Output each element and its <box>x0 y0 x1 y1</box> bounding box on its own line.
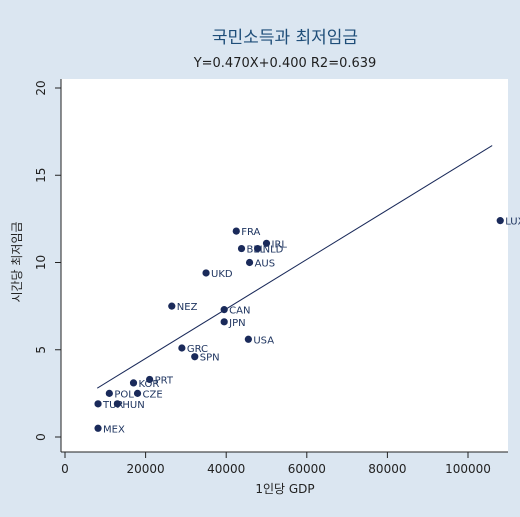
y-tick-label: 5 <box>34 346 48 354</box>
data-point-prt <box>146 375 154 384</box>
y-axis-ticks: 0 5 10 15 20 <box>34 80 61 441</box>
point-label-fra: FRA <box>241 227 260 238</box>
point-label-prt: PRT <box>155 375 174 386</box>
x-tick-label: 40000 <box>207 462 245 476</box>
data-point-lux <box>496 217 504 225</box>
data-point-aus <box>245 258 254 267</box>
point-label-mex: MEX <box>103 424 125 435</box>
chart-title: 국민소득과 최저임금 <box>212 28 358 48</box>
point-label-jpn: JPN <box>228 318 245 329</box>
data-point-kor <box>129 379 138 387</box>
data-point-pol <box>105 389 113 397</box>
data-point-hun <box>113 400 121 408</box>
y-tick-label: 0 <box>34 433 48 441</box>
x-tick-label: 80000 <box>368 462 406 476</box>
point-label-nld: NLD <box>263 245 284 256</box>
x-axis-title: 1인당 GDP <box>255 482 314 496</box>
x-tick-label: 0 <box>61 462 69 476</box>
data-point-mex <box>94 424 102 432</box>
x-axis-ticks: 0 20000 40000 60000 80000 100000 <box>61 452 491 476</box>
x-tick-label: 100000 <box>445 462 491 476</box>
data-point-irl <box>262 239 271 247</box>
x-tick-label: 20000 <box>127 462 165 476</box>
point-label-pol: POL <box>114 389 134 400</box>
data-point-can <box>220 306 228 314</box>
y-tick-label: 20 <box>34 80 48 95</box>
data-point-bel <box>237 244 246 253</box>
point-label-kor: KOR <box>139 379 160 390</box>
point-label-cze: CZE <box>143 389 163 400</box>
data-point-usa <box>244 335 252 343</box>
data-point-fra <box>232 227 240 235</box>
point-label-ukd: UKD <box>211 269 233 280</box>
point-label-grc: GRC <box>187 344 208 355</box>
data-point-jpn <box>220 318 228 326</box>
data-point-cze <box>133 389 142 397</box>
regression-line <box>96 145 493 389</box>
y-axis-title: 시간당 최저임금 <box>10 221 24 302</box>
y-tick-label: 15 <box>34 168 48 183</box>
y-tick-label: 10 <box>34 255 48 270</box>
point-label-tur: TUR <box>102 400 123 411</box>
data-point-nld <box>254 244 262 253</box>
point-label-aus: AUS <box>255 259 276 270</box>
point-label-spn: SPN <box>200 353 220 364</box>
point-label-nez: NEZ <box>177 302 198 313</box>
x-tick-label: 60000 <box>288 462 326 476</box>
point-label-hun: HUN <box>122 400 144 411</box>
point-label-usa: USA <box>253 335 274 346</box>
data-point-grc <box>178 344 186 352</box>
point-label-lux: LUX <box>505 217 520 228</box>
chart-subtitle: Y=0.470X+0.400 R2=0.639 <box>193 56 377 71</box>
data-point-ukd <box>202 269 210 277</box>
data-point-tur <box>94 400 102 408</box>
plot-area <box>61 79 508 452</box>
data-points: LUXFRAIRLBELNLDAUSUKDNEZCANJPNUSAGRCSPNP… <box>94 217 520 435</box>
point-label-irl: IRL <box>272 239 288 250</box>
data-point-spn <box>191 353 199 361</box>
data-point-nez <box>168 302 176 310</box>
point-label-can: CAN <box>229 306 250 317</box>
